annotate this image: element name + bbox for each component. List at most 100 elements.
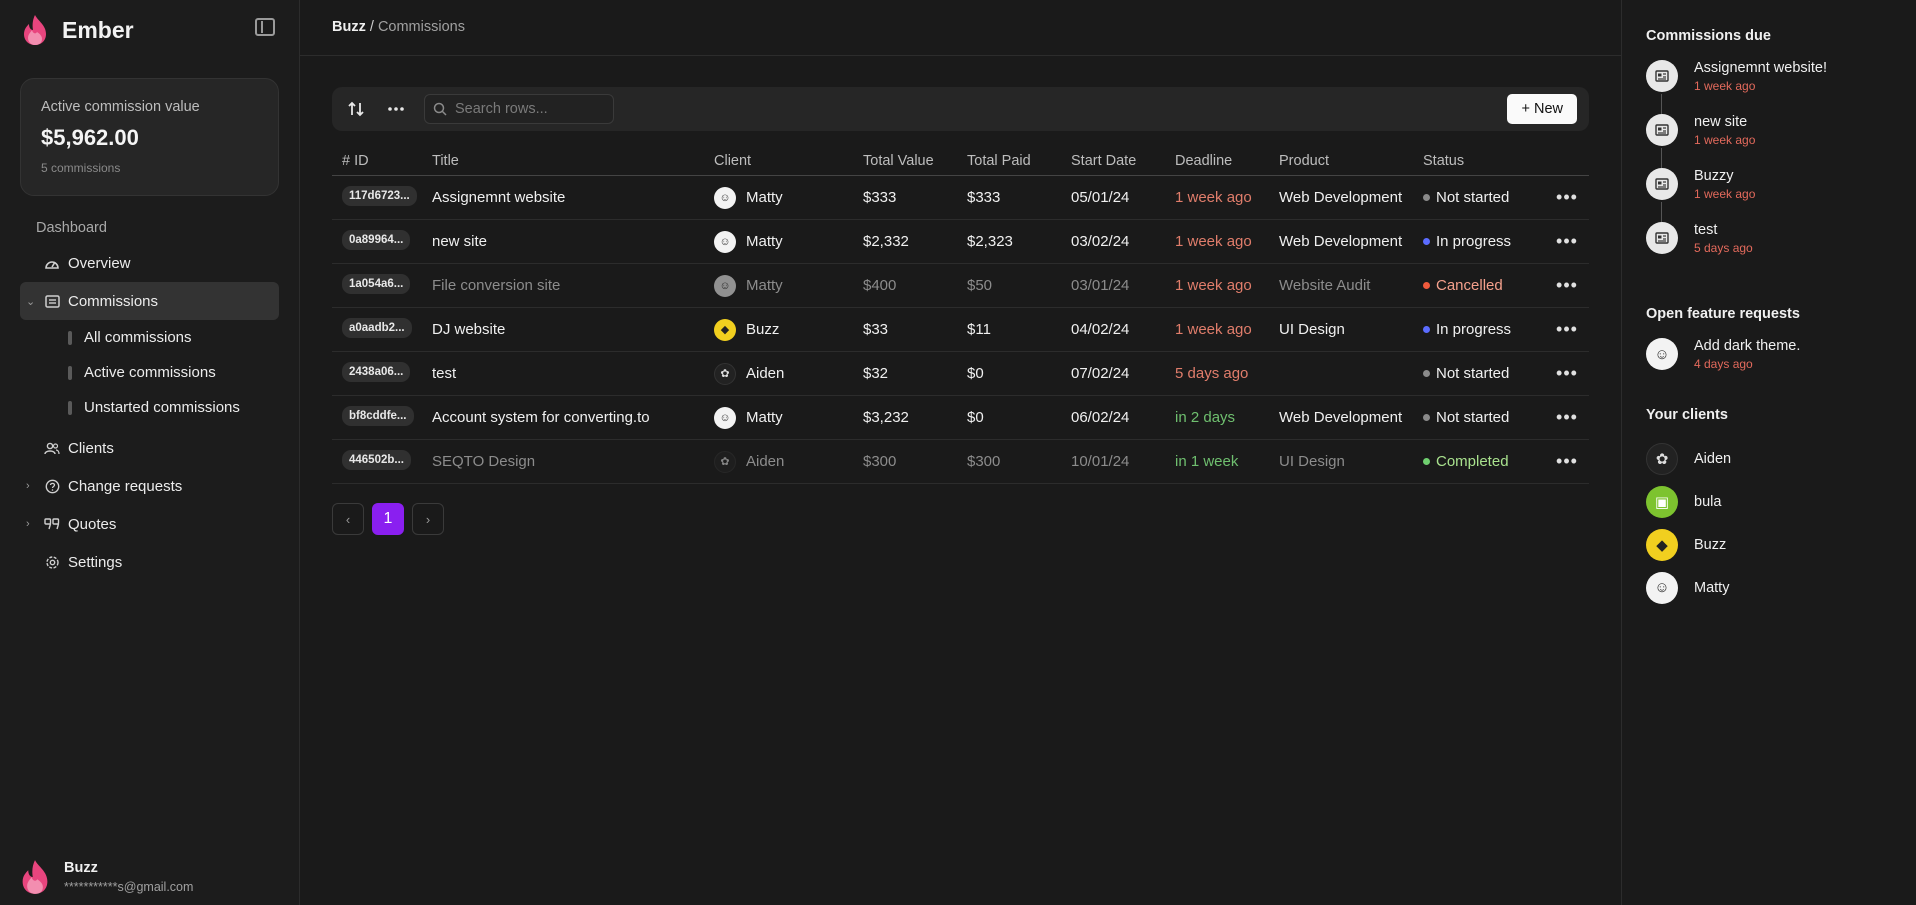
header-id[interactable]: # ID	[342, 152, 369, 169]
cell-title[interactable]: test	[432, 365, 457, 382]
sidebar-item-label: Settings	[68, 553, 123, 571]
table-row[interactable]: 446502b... SEQTO Design ✿ Aiden $300 $30…	[332, 440, 1589, 484]
row-actions-icon[interactable]: •••	[1556, 363, 1578, 383]
id-pill[interactable]: 1a054a6...	[342, 273, 411, 294]
cell-start-date: 05/01/24	[1071, 189, 1130, 206]
header-status[interactable]: Status	[1423, 152, 1465, 169]
table-row[interactable]: 1a054a6... File conversion site ☺ Matty …	[332, 264, 1589, 308]
cell-client[interactable]: ☺ Matty	[714, 406, 863, 429]
feature-requests-list: ☺ Add dark theme. 4 days ago	[1646, 338, 1916, 371]
prev-page-button[interactable]: ‹	[332, 503, 364, 535]
client-name: Aiden	[746, 365, 785, 382]
commission-due-item[interactable]: Buzzy 1 week ago	[1646, 168, 1916, 222]
sidebar-item-clients[interactable]: Clients	[20, 429, 279, 467]
id-pill[interactable]: 117d6723...	[342, 185, 417, 206]
cell-total-value: $400	[863, 277, 897, 294]
cell-client[interactable]: ☺ Matty	[714, 186, 863, 209]
sidebar-subitem-active-commissions[interactable]: Active commissions	[20, 355, 279, 390]
gear-icon	[44, 554, 60, 570]
commissions-table: # ID Title Client Total Value Total Paid…	[332, 146, 1589, 484]
client-avatar-icon: ✿	[714, 450, 736, 473]
id-pill[interactable]: bf8cddfe...	[342, 405, 414, 426]
cell-title[interactable]: SEQTO Design	[432, 453, 536, 470]
search-icon	[433, 102, 447, 116]
sidebar-item-quotes[interactable]: › Quotes	[20, 505, 279, 543]
row-actions-icon[interactable]: •••	[1556, 451, 1578, 471]
sort-icon[interactable]	[344, 97, 368, 121]
header-total-paid[interactable]: Total Paid	[967, 152, 1031, 169]
row-actions-icon[interactable]: •••	[1556, 231, 1578, 251]
commission-due-item[interactable]: new site 1 week ago	[1646, 114, 1916, 168]
user-name: Buzz	[64, 860, 98, 876]
cell-total-paid: $333	[967, 189, 1001, 206]
header-title[interactable]: Title	[432, 152, 459, 169]
cell-title[interactable]: new site	[432, 233, 488, 250]
id-pill[interactable]: 0a89964...	[342, 229, 411, 250]
sub-indicator	[68, 365, 72, 380]
client-item[interactable]: ✿ Aiden	[1646, 437, 1916, 480]
client-item[interactable]: ☺ Matty	[1646, 566, 1916, 609]
row-actions-icon[interactable]: •••	[1556, 319, 1578, 339]
more-horizontal-icon[interactable]	[384, 97, 408, 121]
row-actions-icon[interactable]: •••	[1556, 275, 1578, 295]
sidebar-item-change-requests[interactable]: › Change requests	[20, 467, 279, 505]
newspaper-icon	[1646, 222, 1678, 254]
client-avatar-icon: ▣	[1646, 485, 1678, 518]
cell-client[interactable]: ☺ Matty	[714, 274, 863, 297]
feature-request-item[interactable]: ☺ Add dark theme. 4 days ago	[1646, 338, 1916, 371]
id-pill[interactable]: 446502b...	[342, 449, 411, 470]
table-row[interactable]: 0a89964... new site ☺ Matty $2,332 $2,32…	[332, 220, 1589, 264]
sidebar-item-overview[interactable]: Overview	[20, 244, 279, 282]
header-start-date[interactable]: Start Date	[1071, 152, 1137, 169]
cell-client[interactable]: ✿ Aiden	[714, 450, 863, 473]
sidebar-toggle-icon[interactable]	[255, 18, 275, 36]
breadcrumb-root[interactable]: Buzz	[332, 19, 366, 35]
id-pill[interactable]: a0aadb2...	[342, 317, 412, 338]
status-badge: Not started	[1436, 365, 1510, 382]
sidebar-subitem-all-commissions[interactable]: All commissions	[20, 320, 279, 355]
user-profile[interactable]: Buzz ***********s@gmail.com	[20, 859, 193, 895]
cell-title[interactable]: Account system for converting.to	[432, 409, 650, 426]
cell-deadline: 1 week ago	[1175, 277, 1252, 294]
commission-due-item[interactable]: Assignemnt website! 1 week ago	[1646, 60, 1916, 114]
sidebar-item-commissions[interactable]: ⌄ Commissions	[20, 282, 279, 320]
cell-client[interactable]: ◆ Buzz	[714, 318, 863, 341]
status-badge: Not started	[1436, 189, 1510, 206]
client-item[interactable]: ▣ bula	[1646, 480, 1916, 523]
cell-client[interactable]: ☺ Matty	[714, 230, 863, 253]
table-row[interactable]: a0aadb2... DJ website ◆ Buzz $33 $11 04/…	[332, 308, 1589, 352]
brand[interactable]: Ember	[20, 0, 279, 60]
table-row[interactable]: 117d6723... Assignemnt website ☺ Matty $…	[332, 176, 1589, 220]
header-total-value[interactable]: Total Value	[863, 152, 934, 169]
cell-client[interactable]: ✿ Aiden	[714, 362, 863, 385]
cell-title[interactable]: DJ website	[432, 321, 506, 338]
cell-total-value: $32	[863, 365, 889, 382]
search-input[interactable]	[455, 101, 605, 117]
table-row[interactable]: 2438a06... test ✿ Aiden $32 $0 07/02/24 …	[332, 352, 1589, 396]
commission-due-item[interactable]: test 5 days ago	[1646, 222, 1916, 276]
client-name: Matty	[1694, 579, 1730, 596]
cell-total-paid: $2,323	[967, 233, 1013, 250]
sidebar-subitem-unstarted-commissions[interactable]: Unstarted commissions	[20, 390, 279, 425]
sub-indicator	[68, 400, 72, 415]
table-row[interactable]: bf8cddfe... Account system for convertin…	[332, 396, 1589, 440]
id-pill[interactable]: 2438a06...	[342, 361, 411, 382]
row-actions-icon[interactable]: •••	[1556, 187, 1578, 207]
cell-id: 446502b...	[332, 449, 432, 474]
cell-title[interactable]: File conversion site	[432, 277, 561, 294]
cell-total-paid: $300	[967, 453, 1001, 470]
cell-total-value: $2,332	[863, 233, 909, 250]
commissions-due-title: Commissions due	[1646, 28, 1771, 44]
client-item[interactable]: ◆ Buzz	[1646, 523, 1916, 566]
new-commission-button[interactable]: + New	[1507, 94, 1577, 124]
next-page-button[interactable]: ›	[412, 503, 444, 535]
header-product[interactable]: Product	[1279, 152, 1329, 169]
due-text: Buzzy 1 week ago	[1694, 168, 1755, 222]
header-client[interactable]: Client	[714, 152, 752, 169]
page-button-current[interactable]: 1	[372, 503, 404, 535]
client-name: Matty	[746, 277, 783, 294]
header-deadline[interactable]: Deadline	[1175, 152, 1233, 169]
cell-title[interactable]: Assignemnt website	[432, 189, 566, 206]
row-actions-icon[interactable]: •••	[1556, 407, 1578, 427]
sidebar-item-settings[interactable]: Settings	[20, 543, 279, 581]
